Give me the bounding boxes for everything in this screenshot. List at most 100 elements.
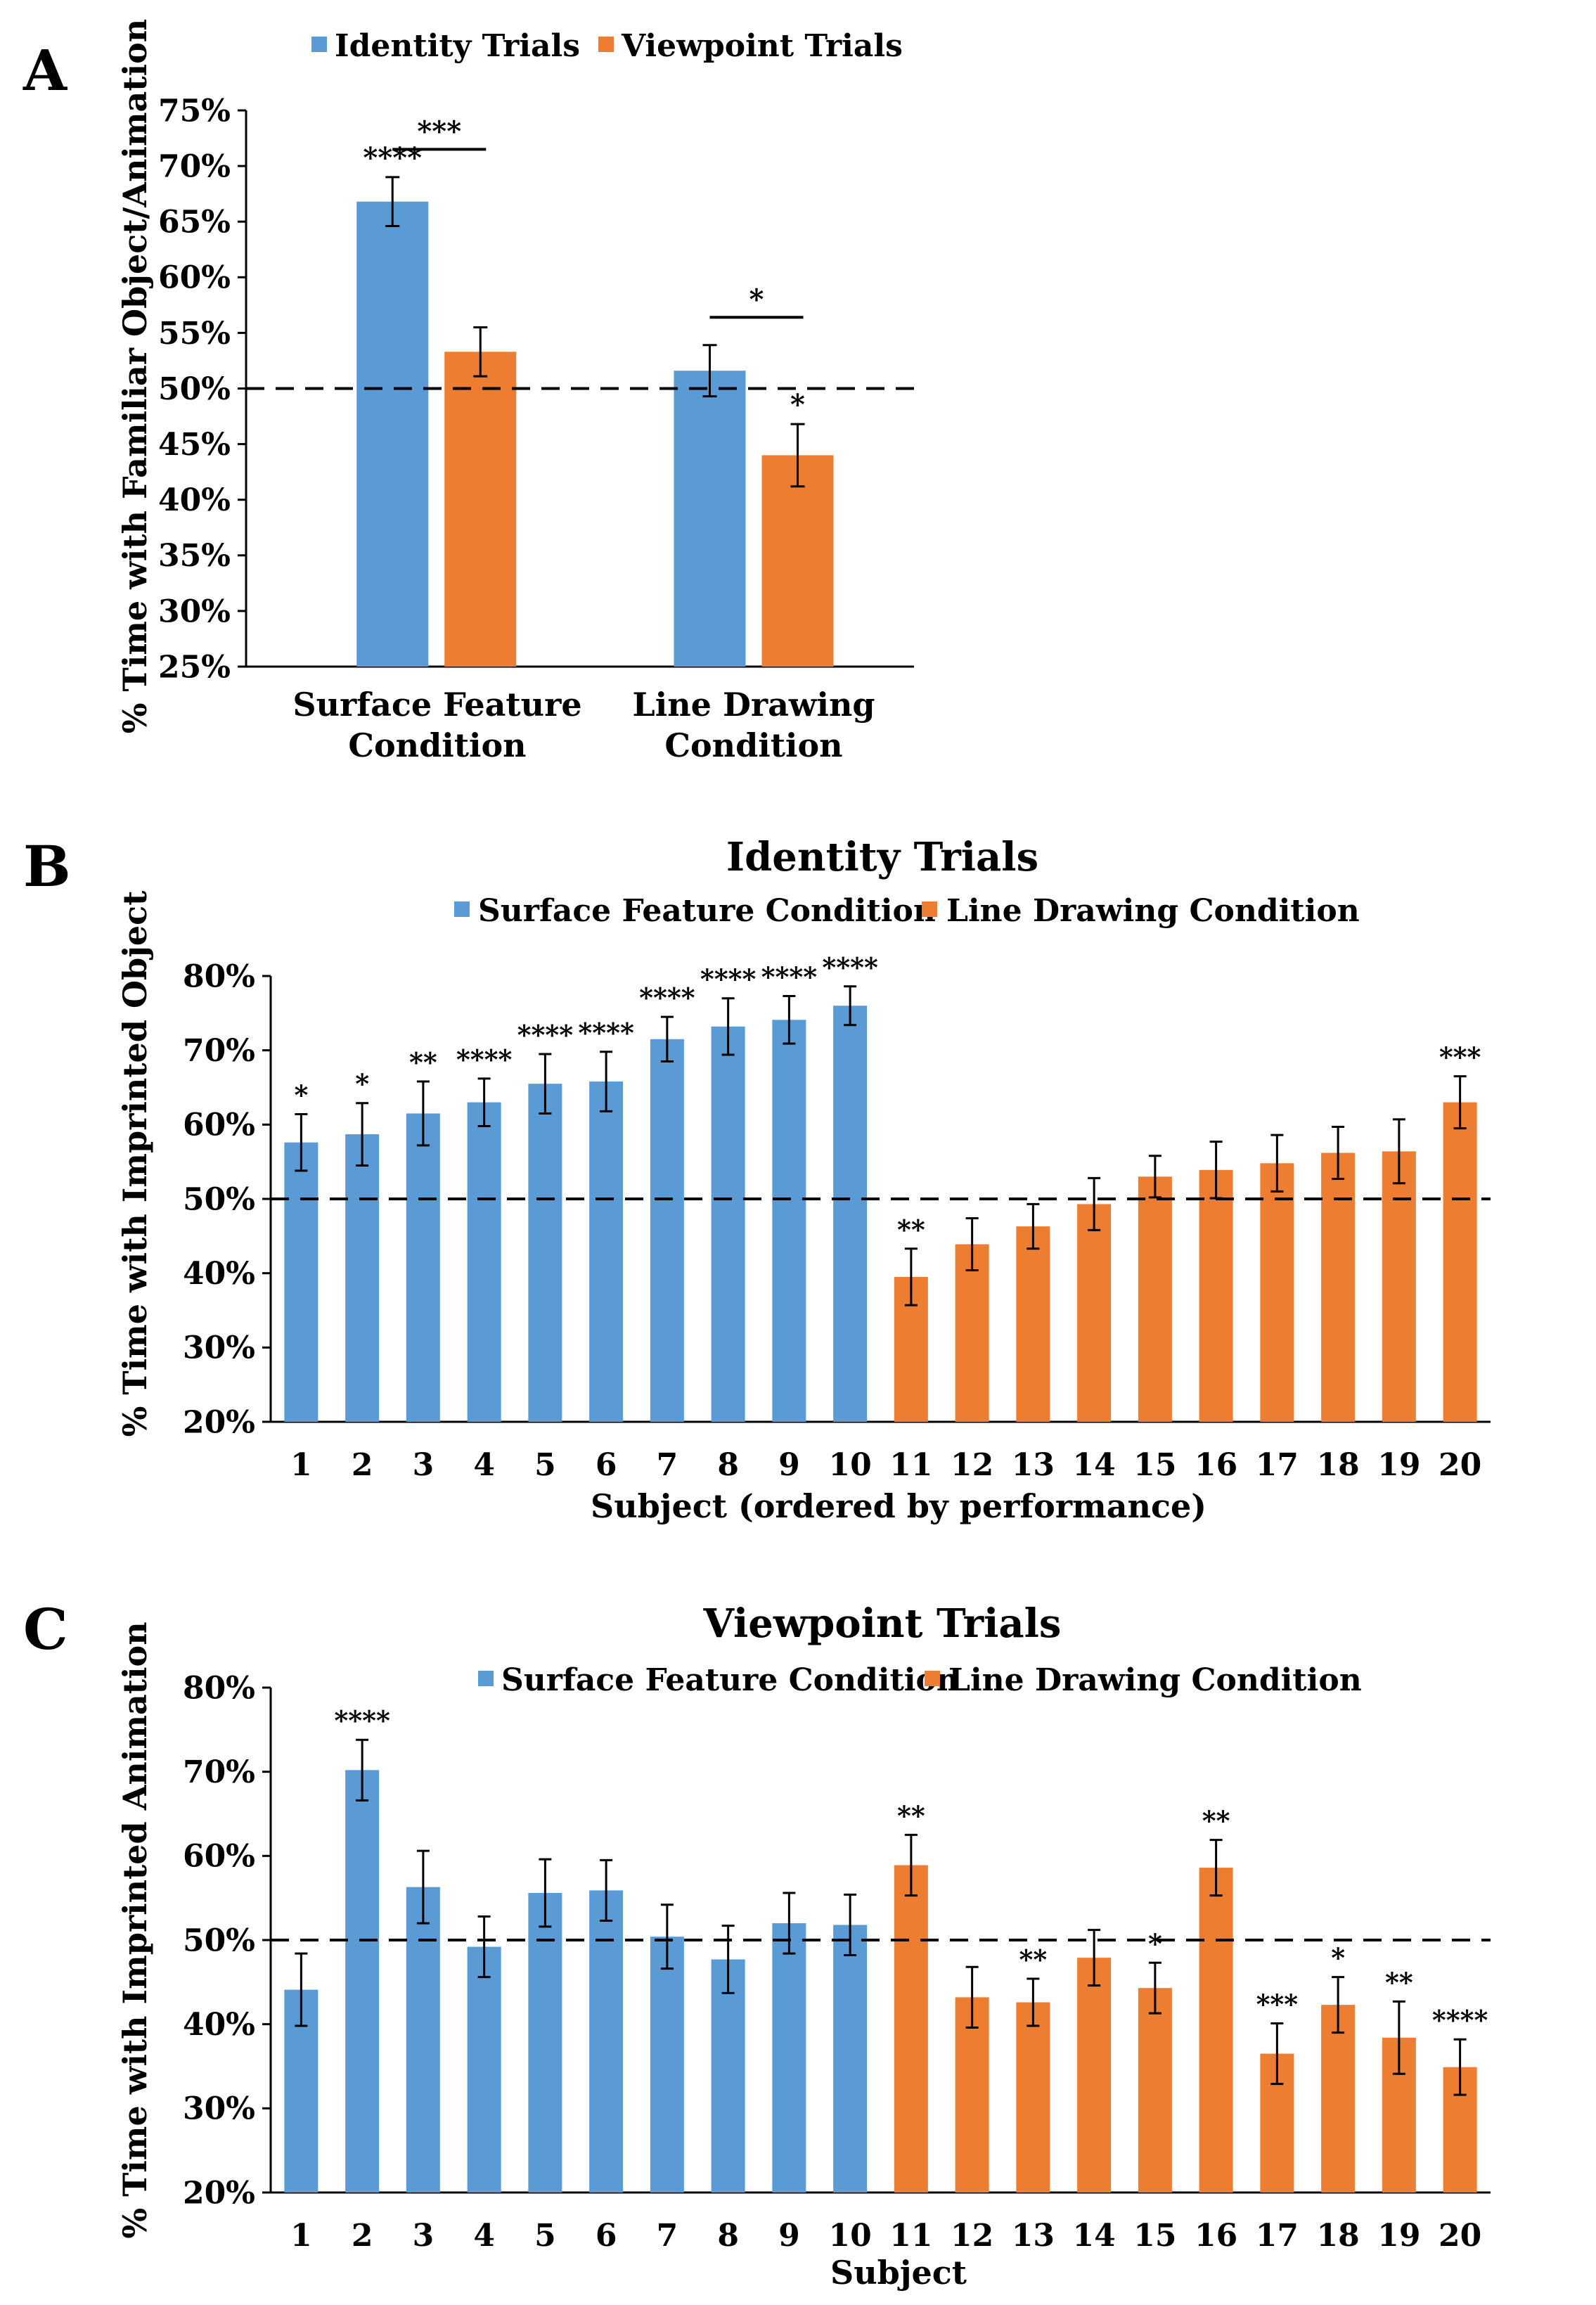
x-tick-label-subject-9: 9 [778,2218,800,2254]
bar-subject-3 [406,1887,440,2192]
significance-label: **** [822,951,878,983]
panel-c-label: C [23,1596,68,1662]
significance-label: **** [639,982,695,1013]
x-tick-label-subject-12: 12 [951,1447,993,1483]
y-tick-label: 60% [158,260,231,296]
significance-label: **** [761,961,818,993]
x-tick-label-subject-14: 14 [1073,2218,1116,2254]
bar-identity-trials-1 [356,201,429,667]
bar-subject-14 [1077,1204,1112,1422]
bar-subject-7 [650,1039,684,1422]
bar-subject-8 [711,1026,745,1422]
bar-subject-2 [345,1770,380,2192]
x-tick-label-subject-20: 20 [1439,2218,1481,2254]
bar-subject-14 [1077,1958,1112,2192]
panel-a-chart: A % Time with Familiar Object/Animation … [22,19,914,764]
significance-label: * [1331,1942,1345,1974]
bar-subject-8 [711,1959,745,2192]
x-tick-label-line-drawing-line2: Condition [664,726,842,764]
bar-subject-13 [1016,2002,1050,2192]
panel-b-x-axis-label: Subject (ordered by performance) [591,1487,1206,1525]
bar-subject-12 [955,1244,989,1422]
bar-viewpoint-trials-1 [444,352,517,667]
x-tick-label-subject-2: 2 [352,2218,373,2254]
significance-label: **** [334,1704,390,1736]
significance-label: * [1148,1927,1162,1959]
x-tick-label-subject-8: 8 [717,1447,739,1483]
x-tick-label-subject-1: 1 [290,1447,312,1483]
comparison-significance-label: *** [417,115,461,148]
x-tick-label-subject-17: 17 [1256,2218,1299,2254]
bar-subject-15 [1138,1176,1172,1422]
panel-a-label: A [22,37,67,103]
bar-subject-16 [1199,1868,1233,2192]
comparison-significance-label: * [749,283,764,316]
x-tick-label-subject-16: 16 [1195,2218,1237,2254]
bar-subject-9 [772,1020,806,1422]
bar-subject-6 [589,1890,624,2192]
x-tick-label-subject-15: 15 [1133,2218,1176,2254]
x-tick-label-subject-5: 5 [534,2218,556,2254]
bar-subject-5 [528,1084,562,1422]
x-tick-label-subject-11: 11 [889,2218,932,2254]
panel-c-legend: Surface Feature Condition Line Drawing C… [478,1662,1362,1698]
significance-label: ** [897,1799,925,1831]
panel-c-title: Viewpoint Trials [703,1600,1062,1647]
legend-label-surface-feature: Surface Feature Condition [501,1662,959,1698]
x-tick-label-subject-13: 13 [1012,1447,1055,1483]
y-tick-label: 60% [183,1839,255,1875]
bar-subject-4 [467,1946,501,2192]
bar-subject-9 [772,1923,806,2192]
y-tick-label: 20% [183,2175,255,2211]
y-tick-label: 50% [183,1181,255,1217]
bar-subject-13 [1016,1226,1050,1422]
x-tick-label-subject-3: 3 [413,1447,435,1483]
x-tick-label-subject-10: 10 [829,2218,872,2254]
y-tick-label: 40% [183,2007,255,2043]
y-tick-label: 65% [158,205,231,240]
significance-label: ** [409,1046,437,1078]
y-tick-label: 75% [158,93,231,129]
bar-subject-12 [955,1997,989,2192]
x-tick-label-subject-6: 6 [596,1447,617,1483]
bar-subject-2 [345,1134,380,1422]
y-tick-label: 35% [158,538,231,574]
bar-subject-6 [589,1081,624,1422]
bar-subject-1 [284,1142,318,1422]
x-tick-label-subject-5: 5 [534,1447,556,1483]
x-tick-label-surface-feature-line1: Surface Feature [292,686,581,724]
x-tick-label-subject-2: 2 [352,1447,373,1483]
panel-b-legend: Surface Feature Condition Line Drawing C… [454,893,1360,929]
legend-swatch-surface-feature [478,1671,494,1686]
x-tick-label-subject-17: 17 [1256,1447,1299,1483]
panel-a-legend: Identity Trials Viewpoint Trials [311,28,903,64]
y-tick-label: 70% [183,1754,255,1790]
significance-label: **** [1432,2004,1488,2036]
y-tick-label: 30% [183,2091,255,2127]
x-tick-label-subject-19: 19 [1377,1447,1420,1483]
y-tick-label: 40% [183,1256,255,1292]
x-tick-label-subject-8: 8 [717,2218,739,2254]
y-tick-label: 40% [158,482,231,518]
legend-label-line-drawing: Line Drawing Condition [946,893,1360,929]
x-tick-label-subject-13: 13 [1012,2218,1055,2254]
y-tick-label: 55% [158,316,231,352]
bar-subject-17 [1260,1163,1294,1422]
significance-label: *** [1439,1041,1481,1073]
legend-swatch-line-drawing [925,1671,940,1686]
panel-a-y-axis-label: % Time with Familiar Object/Animation [116,19,154,733]
bar-subject-4 [467,1102,501,1422]
x-tick-label-subject-20: 20 [1439,1447,1481,1483]
bar-subject-11 [894,1865,928,2192]
panel-b-chart: B Identity Trials Surface Feature Condit… [23,833,1491,1525]
bar-subject-3 [406,1113,440,1422]
significance-label: ** [1019,1944,1048,1975]
x-tick-label-subject-4: 4 [473,2218,495,2254]
x-tick-label-subject-7: 7 [657,2218,678,2254]
y-tick-label: 60% [183,1107,255,1143]
legend-label-line-drawing: Line Drawing Condition [948,1662,1362,1698]
x-tick-label-subject-3: 3 [413,2218,435,2254]
significance-label: * [355,1068,369,1100]
x-tick-label-subject-11: 11 [889,1447,932,1483]
